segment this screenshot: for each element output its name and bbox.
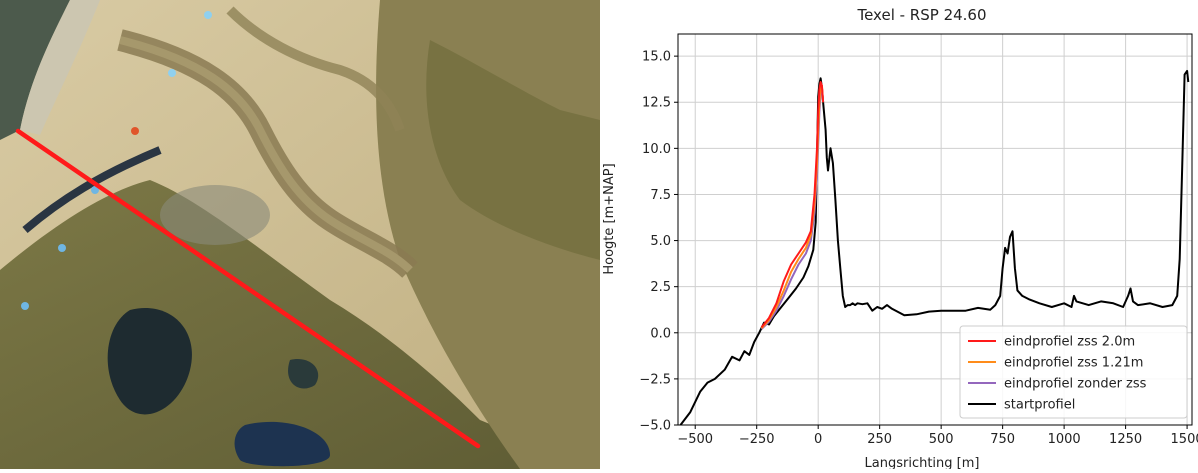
secondary-channel — [226, 6, 405, 132]
legend-label: eindprofiel zss 2.0m — [1004, 335, 1135, 350]
y-tick-label: 2.5 — [650, 280, 671, 295]
legend-label: eindprofiel zss 1.21m — [1004, 356, 1143, 371]
series-line-startprofiel — [679, 69, 1190, 425]
sea-area — [0, 0, 70, 140]
y-tick-label: 15.0 — [642, 50, 671, 65]
x-axis-label: Langsrichting [m] — [865, 456, 980, 469]
pond-south — [234, 421, 330, 467]
profile-transect-line — [15, 128, 481, 449]
marker-dot — [168, 69, 176, 77]
y-tick-label: 0.0 — [650, 326, 671, 341]
x-tick-label: 500 — [929, 432, 954, 447]
marker-dot — [91, 186, 99, 194]
salt-marsh-east — [426, 40, 600, 260]
y-axis-label: Hoogte [m+NAP] — [602, 163, 617, 274]
chart-title: Texel - RSP 24.60 — [856, 6, 986, 24]
y-tick-label: 7.5 — [650, 188, 671, 203]
aerial-map — [0, 0, 600, 469]
x-tick-label: 1500 — [1171, 432, 1198, 447]
y-tick-label: 12.5 — [642, 96, 671, 111]
x-tick-label: 750 — [990, 432, 1015, 447]
pond-small — [288, 359, 319, 389]
y-tick-label: −5.0 — [639, 419, 671, 434]
dark-shoreline — [22, 146, 162, 234]
wet-flat — [160, 185, 270, 245]
x-tick-label: −500 — [677, 432, 713, 447]
y-tick-label: 10.0 — [642, 142, 671, 157]
marker-dot — [21, 302, 29, 310]
legend: eindprofiel zss 2.0m eindprofiel zss 1.21… — [959, 325, 1188, 419]
x-tick-label: 0 — [814, 432, 822, 447]
series-line-eindprofiel-zss-2-0m — [760, 81, 825, 328]
plot-frame — [677, 33, 1193, 426]
legend-label: eindprofiel zonder zss — [1004, 377, 1147, 392]
profile-chart-svg: Texel - RSP 24.60 Langsrichting [m] Hoog… — [602, 6, 1198, 471]
surf-zone — [20, 0, 100, 135]
y-tick-label: 5.0 — [650, 234, 671, 249]
x-tick-label: 1250 — [1109, 432, 1142, 447]
legend-box — [959, 325, 1188, 419]
aerial-map-image — [0, 0, 600, 469]
x-tick-label: 250 — [867, 432, 892, 447]
marker-dot — [58, 244, 66, 252]
profile-chart: Texel - RSP 24.60 Langsrichting [m] Hoog… — [600, 0, 1198, 471]
legend-label: startprofiel — [1004, 398, 1075, 413]
tidal-channel-inner — [119, 36, 413, 273]
x-tick-label: 1000 — [1048, 432, 1081, 447]
marker-dot — [204, 11, 212, 19]
marker-dot — [131, 127, 139, 135]
tick-layer: −500 −250 0 250 500 750 1000 1250 1500 −5.0 −2.5 0.… — [639, 50, 1198, 447]
y-tick-label: −2.5 — [639, 372, 671, 387]
x-tick-label: −250 — [739, 432, 775, 447]
series-layer — [679, 69, 1190, 425]
pond-west — [107, 308, 192, 415]
